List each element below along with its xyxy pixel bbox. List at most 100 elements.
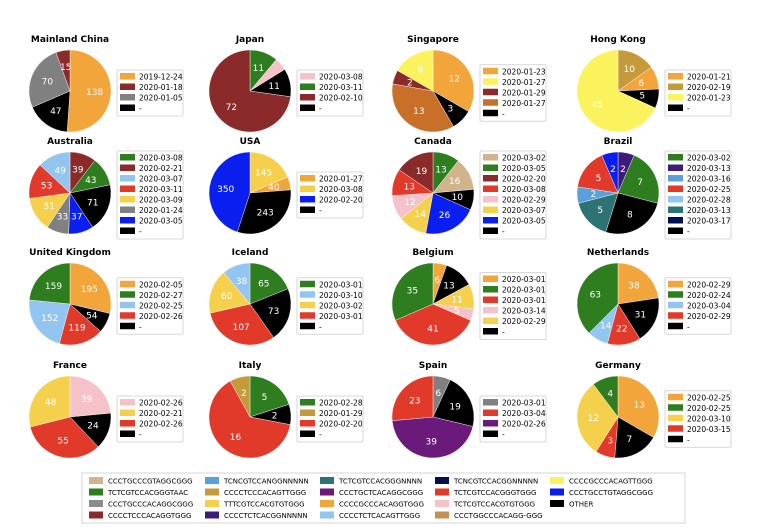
legend-swatch <box>300 280 315 288</box>
legend-label: 2020-01-18 <box>139 83 183 92</box>
pie-title: Iceland <box>232 248 269 258</box>
legend-label: 2020-03-08 <box>502 185 546 194</box>
legend-swatch <box>120 280 135 288</box>
sequence-label: TCTCGTCCACGTGTGGG <box>453 501 535 509</box>
slice-value-label: 19 <box>449 402 461 412</box>
legend-swatch <box>483 109 498 117</box>
legend-label: 2020-01-27 <box>502 99 546 108</box>
sequence-label: CCCTGCCTGTAGGCGGG <box>569 489 653 497</box>
legend-label: 2020-03-08 <box>319 73 363 82</box>
legend-swatch <box>668 291 683 298</box>
sequence-label: OTHER <box>569 501 593 509</box>
legend-swatch <box>120 227 135 234</box>
pie-slice <box>249 262 289 305</box>
legend-swatch <box>300 94 315 101</box>
pie-slice <box>249 375 290 418</box>
legend-swatch <box>668 185 683 192</box>
legend-swatch <box>300 175 315 182</box>
slice-value-label: 12 <box>404 198 415 208</box>
sequence-label: TCTCGTCCACGGGTGGG <box>453 489 536 497</box>
sequence-swatch <box>205 488 219 496</box>
legend-swatch <box>483 307 498 314</box>
pie-title: Spain <box>419 361 448 371</box>
legend-label: - <box>687 227 690 236</box>
pie-slice <box>229 375 251 418</box>
pie-slice <box>208 380 291 459</box>
legend-label: 2019-12-24 <box>139 73 183 82</box>
legend-swatch <box>300 73 315 80</box>
legend-label: 2020-03-07 <box>139 175 183 184</box>
legend-swatch <box>120 73 135 80</box>
legend-label: 2020-01-24 <box>139 206 183 215</box>
pie-slice <box>576 49 656 133</box>
slice-value-label: 16 <box>230 433 242 443</box>
legend-swatch <box>668 83 683 90</box>
slice-value-label: 38 <box>236 277 248 287</box>
legend-label: 2020-03-01 <box>319 312 363 321</box>
slice-value-label: 5 <box>454 307 460 317</box>
slice-value-label: 37 <box>71 213 82 223</box>
legend-swatch <box>120 196 135 203</box>
legend-label: 2020-03-11 <box>319 83 363 92</box>
legend-swatch <box>483 206 498 213</box>
legend-label: 2020-02-21 <box>139 409 183 418</box>
slice-value-label: 10 <box>624 65 636 75</box>
slice-value-label: 107 <box>233 323 250 333</box>
pie-title: USA <box>240 137 261 147</box>
legend-swatch <box>483 175 498 182</box>
pie-title: Australia <box>47 137 93 147</box>
pie-panel: Brazil27852522020-03-022020-03-132020-03… <box>576 137 732 240</box>
legend-swatch <box>483 227 498 234</box>
legend-label: 2020-02-20 <box>319 420 363 429</box>
pie-slice <box>576 262 619 334</box>
legend-label: 2020-02-20 <box>502 175 546 184</box>
legend-label: 2020-02-19 <box>687 83 731 92</box>
legend-label: 2020-02-24 <box>687 291 731 300</box>
slice-value-label: 2 <box>620 165 626 175</box>
legend-label: 2020-03-04 <box>502 409 546 418</box>
sequence-label: CCCTGCTCACAGGCGGG <box>339 489 423 497</box>
pie-slice <box>395 303 471 346</box>
pie-slice <box>617 375 660 438</box>
pie-slice <box>208 272 251 314</box>
sequence-swatch <box>320 500 334 507</box>
pie-slice <box>425 192 471 235</box>
legend-swatch <box>668 73 683 80</box>
legend-swatch <box>483 328 498 335</box>
slice-value-label: 38 <box>628 281 640 291</box>
pie-slice <box>69 184 112 228</box>
sequence-swatch <box>89 477 103 484</box>
slice-value-label: 6 <box>418 66 424 76</box>
pie-slice <box>29 416 99 459</box>
slice-value-label: 243 <box>257 208 274 218</box>
legend-label: 2020-02-29 <box>687 280 731 289</box>
sequence-legend: CCCTGCCCGTAGGCGGG TCTCGTCCACGGGTAAC CCCTGC… <box>81 472 686 524</box>
sequence-swatch <box>89 488 103 496</box>
legend-label: - <box>319 430 322 439</box>
legend-swatch <box>120 94 135 101</box>
legend-label: - <box>687 104 690 113</box>
pie-title: France <box>53 361 87 371</box>
legend-swatch <box>668 154 683 161</box>
legend-swatch <box>483 317 498 324</box>
legend-label: 2020-03-05 <box>139 217 183 226</box>
legend-label: 2020-01-23 <box>687 94 731 103</box>
slice-value-label: 54 <box>86 311 98 321</box>
sequence-swatch <box>320 511 334 519</box>
legend-label: 2020-03-01 <box>502 296 546 305</box>
legend-swatch <box>483 154 498 161</box>
pie-slice <box>391 83 454 133</box>
slice-value-label: 70 <box>42 77 54 87</box>
slice-value-label: 71 <box>87 198 98 208</box>
slice-value-label: 7 <box>627 435 633 445</box>
pie-slice <box>223 262 251 305</box>
slice-value-label: 31 <box>635 310 646 320</box>
pie-slice <box>39 151 71 194</box>
legend-swatch <box>668 322 683 330</box>
sequence-swatch <box>320 488 334 496</box>
